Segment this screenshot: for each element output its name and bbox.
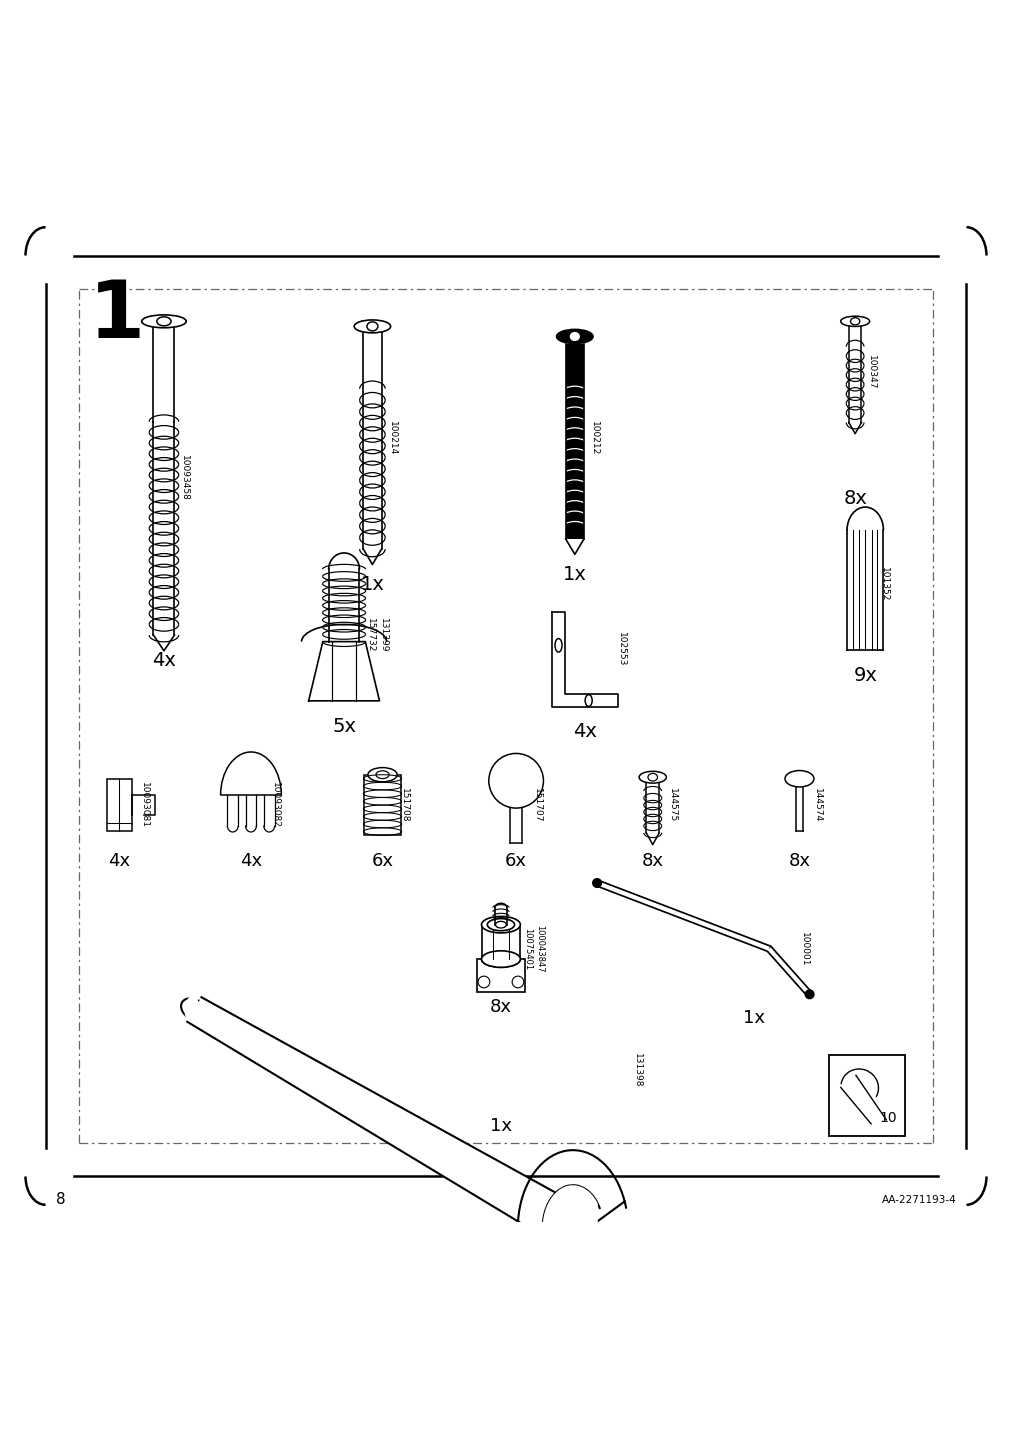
Text: 10093081: 10093081 — [140, 782, 149, 828]
Ellipse shape — [354, 319, 390, 332]
Ellipse shape — [487, 918, 514, 931]
Text: 6x: 6x — [371, 852, 393, 869]
Ellipse shape — [584, 695, 591, 706]
Text: 6x: 6x — [504, 852, 527, 869]
Text: 8x: 8x — [489, 998, 512, 1017]
Text: 5x: 5x — [332, 716, 356, 736]
Text: 100214: 100214 — [387, 421, 396, 455]
Polygon shape — [187, 997, 583, 1247]
Text: 101352: 101352 — [880, 567, 889, 601]
Circle shape — [512, 977, 524, 988]
Ellipse shape — [840, 316, 868, 326]
Text: 100347: 100347 — [866, 355, 876, 390]
Ellipse shape — [481, 916, 520, 932]
Circle shape — [804, 990, 814, 1000]
Text: 1: 1 — [88, 278, 145, 355]
Text: 8x: 8x — [842, 488, 866, 508]
Text: 10093082: 10093082 — [271, 782, 280, 828]
Polygon shape — [542, 1186, 598, 1272]
Text: 100043847: 100043847 — [535, 925, 544, 972]
Ellipse shape — [569, 332, 579, 341]
Text: 144574: 144574 — [812, 788, 821, 822]
Ellipse shape — [367, 322, 377, 331]
Text: 4x: 4x — [240, 852, 262, 869]
Bar — [106, 779, 132, 832]
Circle shape — [477, 977, 489, 988]
Ellipse shape — [157, 316, 171, 326]
Text: 1x: 1x — [562, 564, 586, 584]
Text: 157732: 157732 — [366, 617, 375, 652]
Ellipse shape — [639, 772, 666, 783]
Polygon shape — [552, 611, 617, 707]
Polygon shape — [184, 995, 199, 1022]
Ellipse shape — [556, 329, 592, 344]
Text: 144575: 144575 — [667, 788, 676, 822]
Ellipse shape — [849, 318, 859, 325]
Text: 100212: 100212 — [589, 421, 599, 455]
Text: 4x: 4x — [108, 852, 130, 869]
Bar — [476, 959, 525, 992]
Ellipse shape — [495, 921, 506, 928]
Text: 10: 10 — [879, 1111, 897, 1126]
Ellipse shape — [376, 770, 388, 779]
Text: 8: 8 — [56, 1193, 66, 1207]
Text: 8x: 8x — [641, 852, 663, 869]
Bar — [364, 775, 400, 835]
Text: 1x: 1x — [742, 1008, 764, 1027]
Text: 151708: 151708 — [399, 788, 408, 822]
Ellipse shape — [554, 639, 561, 652]
Ellipse shape — [368, 768, 396, 782]
Text: 100001: 100001 — [799, 931, 808, 967]
Ellipse shape — [481, 951, 520, 968]
Text: 151707: 151707 — [533, 788, 542, 822]
Circle shape — [488, 753, 543, 808]
Text: 131398: 131398 — [632, 1053, 641, 1087]
Ellipse shape — [142, 315, 186, 328]
Circle shape — [591, 878, 602, 888]
Text: 9x: 9x — [852, 666, 877, 684]
Text: 10075401: 10075401 — [523, 928, 532, 969]
Text: 4x: 4x — [572, 722, 596, 740]
Text: 1x: 1x — [360, 574, 384, 594]
Text: 102553: 102553 — [617, 632, 626, 666]
Text: 131399: 131399 — [378, 617, 387, 653]
Text: 10093458: 10093458 — [180, 455, 189, 501]
Ellipse shape — [647, 773, 657, 780]
Polygon shape — [308, 642, 379, 700]
Text: 4x: 4x — [152, 650, 176, 670]
Text: 1x: 1x — [489, 1117, 512, 1134]
Text: 8x: 8x — [788, 852, 810, 869]
Ellipse shape — [785, 770, 813, 788]
Bar — [565, 344, 583, 538]
Text: AA-2271193-4: AA-2271193-4 — [881, 1194, 955, 1204]
Bar — [829, 1055, 904, 1136]
